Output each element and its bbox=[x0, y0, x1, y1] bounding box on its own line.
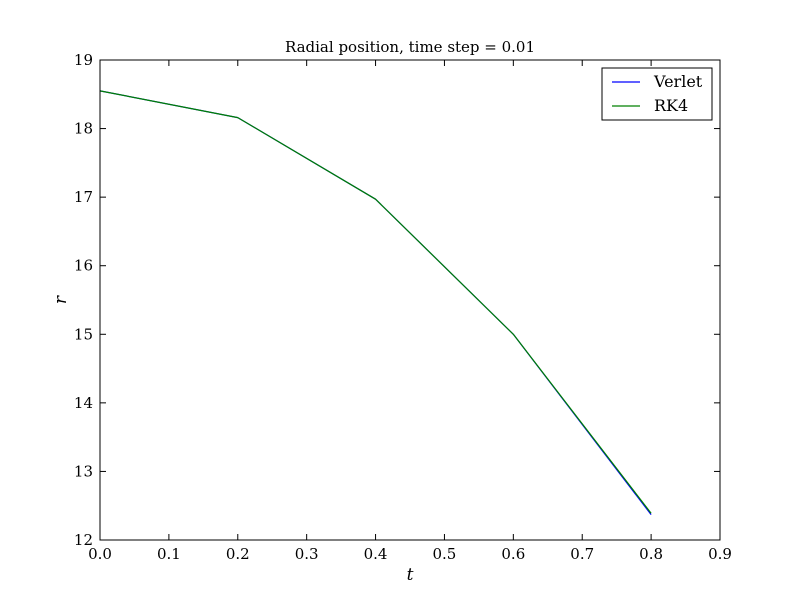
x-tick-label: 0.2 bbox=[226, 545, 250, 563]
y-tick-label: 14 bbox=[74, 394, 93, 412]
x-tick-label: 0.4 bbox=[364, 545, 388, 563]
y-tick-label: 16 bbox=[74, 257, 93, 275]
plot-background bbox=[100, 60, 720, 540]
ticks-layer: 0.0 0.1 0.2 0.3 0.4 0.5 0.6 0.7 0.8 0.9 12 13 14 15 16… bbox=[74, 51, 732, 563]
y-tick-label: 15 bbox=[74, 325, 93, 343]
x-tick-label: 0.8 bbox=[639, 545, 663, 563]
legend: Verlet RK4 bbox=[601, 67, 713, 121]
plot-frame bbox=[99, 59, 721, 541]
legend-box bbox=[601, 67, 713, 121]
series-line-rk4 bbox=[99, 90, 652, 514]
x-tick-label: 0.0 bbox=[88, 545, 112, 563]
x-tick-label: 0.9 bbox=[708, 545, 732, 563]
legend-label-verlet: Verlet bbox=[653, 72, 703, 91]
chart-title: Radial position, time step = 0.01 bbox=[285, 38, 535, 56]
y-axis-label: r bbox=[51, 295, 71, 304]
y-tick-label: 18 bbox=[74, 120, 93, 138]
x-tick-label: 0.5 bbox=[433, 545, 457, 563]
x-tick-label: 0.7 bbox=[570, 545, 594, 563]
series-layer bbox=[99, 90, 652, 515]
x-tick-label: 0.1 bbox=[157, 545, 181, 563]
x-axis-label: t bbox=[407, 565, 414, 585]
x-tick-label: 0.3 bbox=[295, 545, 319, 563]
y-tick-label: 12 bbox=[74, 531, 93, 549]
plot-area bbox=[100, 60, 720, 540]
y-tick-label: 17 bbox=[74, 188, 93, 206]
y-tick-label: 13 bbox=[74, 462, 93, 480]
y-tick-label: 19 bbox=[74, 51, 93, 69]
x-tick-label: 0.6 bbox=[501, 545, 525, 563]
legend-label-rk4: RK4 bbox=[654, 96, 688, 115]
